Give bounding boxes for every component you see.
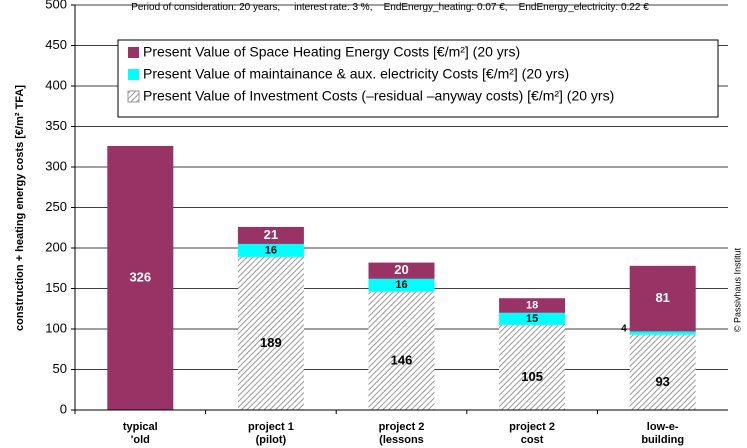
x-tick-label: 'old — [131, 434, 150, 446]
y-tick-label: 300 — [45, 158, 67, 173]
x-tick-label: project 2 — [379, 421, 425, 433]
legend-swatch — [128, 47, 139, 58]
x-tick-label: typical — [123, 421, 158, 433]
legend-swatch — [128, 69, 139, 80]
y-axis-label: construction + heating energy costs [€/m… — [14, 85, 26, 331]
y-tick-label: 500 — [45, 0, 67, 11]
x-tick-label: project 1 — [248, 421, 294, 433]
value-label: 146 — [391, 352, 413, 367]
bar-segment — [107, 145, 174, 410]
legend-swatch — [127, 90, 140, 103]
value-label: 326 — [129, 269, 151, 284]
y-tick-label: 400 — [45, 77, 67, 92]
y-tick-label: 50 — [53, 361, 67, 376]
value-label: 16 — [395, 279, 407, 291]
x-tick-label: (pilot) — [256, 434, 287, 446]
x-tick-label: cost — [521, 434, 544, 446]
y-tick-label: 0 — [60, 401, 67, 416]
x-tick-label: building — [641, 434, 684, 446]
value-label: 105 — [521, 369, 543, 384]
legend-label: Present Value of maintainance & aux. ele… — [143, 66, 569, 82]
y-tick-label: 450 — [45, 37, 67, 52]
bar-segment — [368, 262, 435, 279]
bar-segment — [629, 331, 696, 335]
bar-segment — [237, 243, 304, 257]
copyright: © Passivhaus Institut — [732, 247, 742, 332]
bar-segment — [368, 278, 435, 292]
value-label: 15 — [526, 313, 538, 325]
bar-segment — [629, 334, 696, 410]
y-tick-label: 200 — [45, 239, 67, 254]
x-tick-label: building' — [118, 447, 164, 448]
bar-segment — [237, 226, 304, 244]
legend-box — [117, 39, 719, 118]
bar-segment — [368, 291, 435, 410]
y-tick-label: 100 — [45, 320, 67, 335]
legend-label: Present Value of Space Heating Energy Co… — [143, 44, 520, 60]
chart-title: Period of consideration: 20 years, inter… — [131, 2, 649, 13]
value-label: 18 — [526, 299, 538, 311]
bar-segment — [237, 256, 304, 410]
bar-segment — [499, 312, 566, 325]
x-tick-label: (lessons — [379, 434, 424, 446]
x-tick-label: low-e- — [647, 421, 679, 433]
value-label: 16 — [265, 244, 277, 256]
value-label: 4 — [621, 324, 627, 335]
bar-segment — [629, 265, 696, 332]
value-label: 21 — [264, 227, 278, 242]
value-label: 189 — [260, 335, 282, 350]
x-tick-label: project 2 — [509, 421, 555, 433]
x-tick-label: learned) — [380, 447, 423, 448]
bar-segment — [499, 324, 566, 410]
y-tick-label: 250 — [45, 199, 67, 214]
y-tick-label: 350 — [45, 118, 67, 133]
legend-label: Present Value of Investment Costs (–resi… — [143, 88, 614, 104]
value-label: 20 — [394, 262, 408, 277]
bar-segment — [499, 298, 566, 313]
x-tick-label: optimized — [506, 447, 557, 448]
y-tick-label: 150 — [45, 280, 67, 295]
value-label: 93 — [655, 374, 669, 389]
value-label: 81 — [655, 290, 669, 305]
